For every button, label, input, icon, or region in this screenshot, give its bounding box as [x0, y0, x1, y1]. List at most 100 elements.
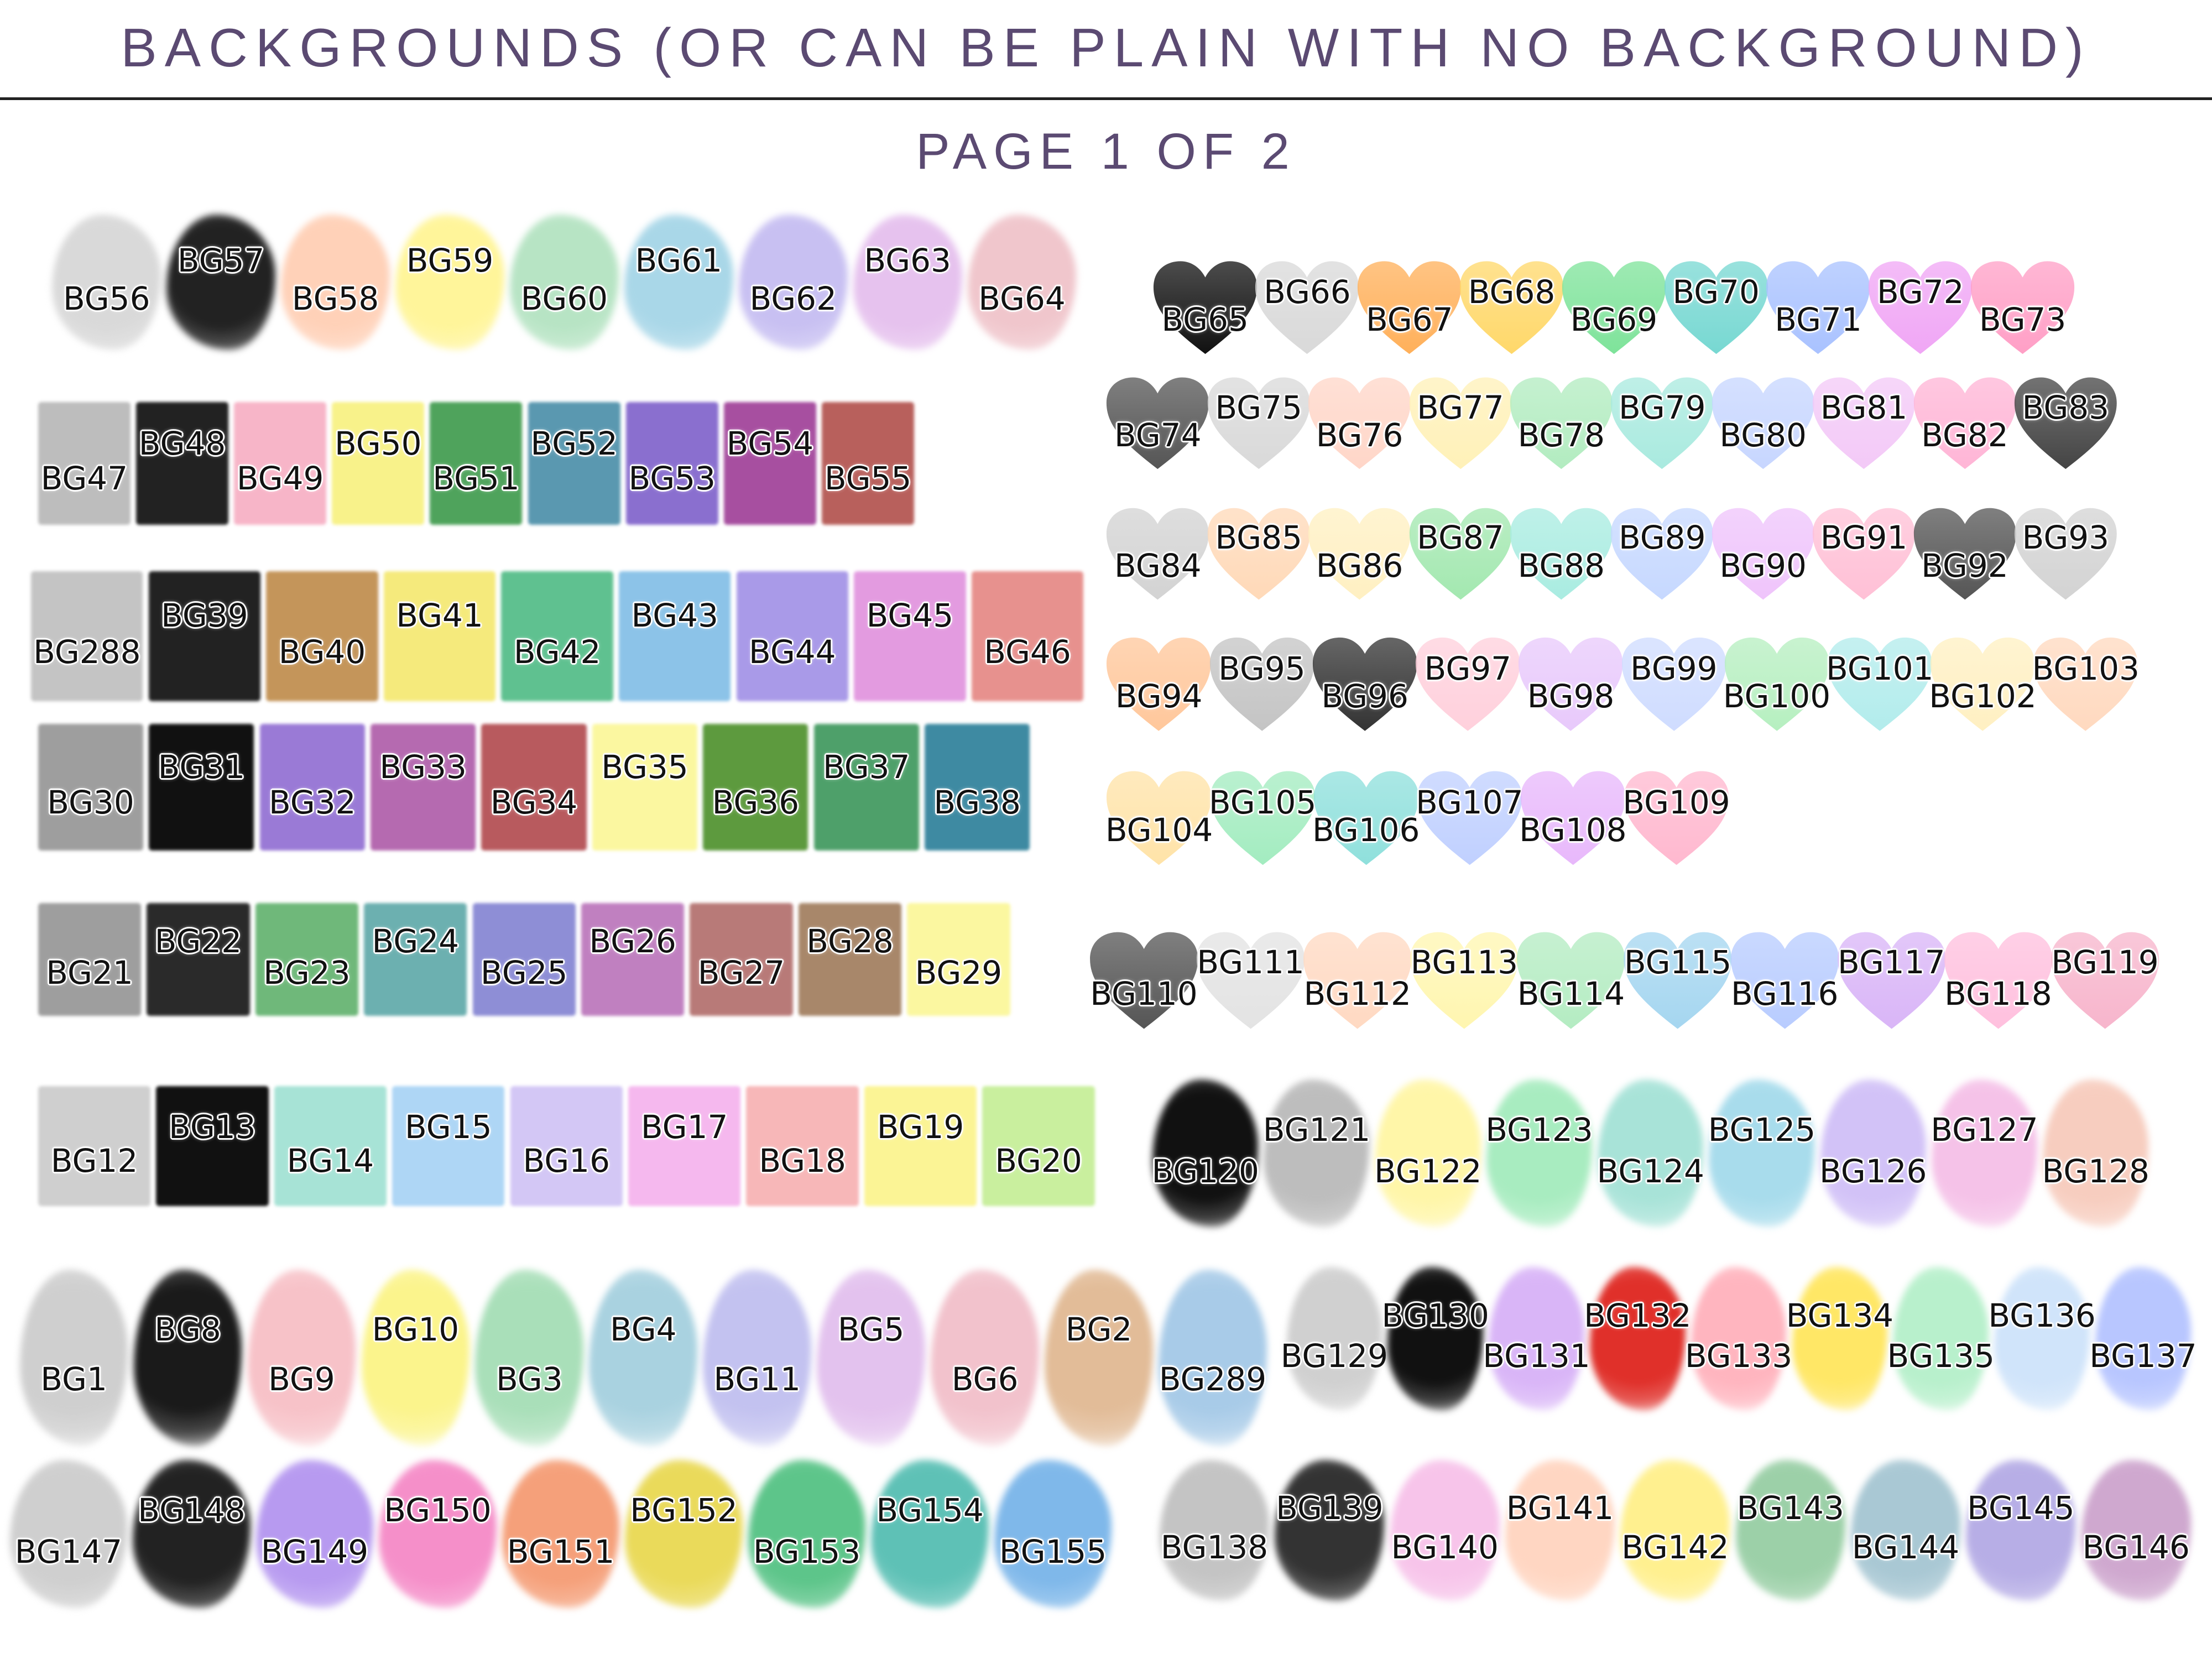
swatch-bg99: BG99	[1620, 635, 1728, 734]
square-background-swatch	[156, 1086, 269, 1207]
swatch-bg141: BG141	[1505, 1460, 1615, 1601]
swatch-label: BG151	[507, 1533, 615, 1571]
swatch-bg74: BG74	[1104, 374, 1211, 473]
swatch-label: BG67	[1365, 300, 1453, 338]
swatch-label: BG288	[33, 633, 141, 671]
heart-background-swatch	[1253, 258, 1361, 357]
swatch-bg50: BG50	[332, 402, 425, 525]
swatch-bg80: BG80	[1710, 374, 1817, 473]
swatch-label: BG48	[138, 425, 226, 463]
square-background-swatch	[259, 723, 365, 851]
swatch-label: BG117	[1838, 943, 1945, 982]
heart-background-swatch	[2031, 635, 2140, 734]
swatch-label: BG28	[806, 922, 894, 961]
swatch-label: BG71	[1775, 300, 1862, 338]
square-background-swatch	[481, 723, 587, 851]
swatch-label: BG143	[1736, 1489, 1844, 1527]
heart-background-swatch	[1969, 258, 2077, 357]
swatch-label: BG118	[1944, 975, 2052, 1013]
square-background-swatch	[148, 571, 261, 701]
swatch-bg9: BG9	[247, 1269, 356, 1446]
heart-background-swatch	[1515, 924, 1627, 1037]
square-background-swatch	[723, 402, 816, 525]
splash-background-swatch	[1893, 1266, 1989, 1411]
swatch-label: BG84	[1114, 546, 1202, 585]
square-background-swatch	[854, 571, 966, 701]
swatch-bg89: BG89	[1609, 504, 1715, 604]
splash-background-swatch	[1045, 1269, 1153, 1446]
swatch-bg1: BG1	[19, 1269, 128, 1446]
swatch-label: BG32	[268, 784, 356, 821]
splash-background-swatch	[1159, 1460, 1270, 1601]
heart-background-swatch	[1407, 504, 1514, 604]
swatch-bg153: BG153	[748, 1460, 866, 1609]
square-background-swatch	[813, 723, 919, 851]
swatch-bg87: BG87	[1407, 504, 1514, 604]
swatch-label: BG5	[837, 1311, 905, 1349]
swatch-bg69: BG69	[1560, 258, 1668, 357]
swatch-label: BG47	[40, 459, 128, 497]
splash-background-swatch	[52, 214, 161, 350]
splash-background-swatch	[255, 1460, 374, 1609]
swatch-bg112: BG112	[1301, 924, 1413, 1037]
square-background-swatch	[364, 902, 467, 1016]
heart-background-swatch	[2012, 504, 2119, 604]
swatch-bg21: BG21	[38, 902, 142, 1016]
swatch-label: BG113	[1410, 943, 1519, 982]
swatch-label: BG93	[2022, 519, 2110, 557]
swatch-bg125: BG125	[1708, 1079, 1815, 1228]
heart-background-swatch	[1208, 635, 1316, 734]
splash-background-swatch	[1159, 1269, 1267, 1446]
heart-background-swatch	[1516, 635, 1625, 734]
heart-background-swatch	[2049, 924, 2161, 1037]
swatch-bg130: BG130	[1381, 1266, 1489, 1411]
swatch-bg38: BG38	[925, 723, 1030, 851]
swatch-label: BG58	[291, 279, 379, 317]
swatch-label: BG44	[749, 633, 836, 671]
square-background-swatch	[383, 571, 496, 701]
swatch-bg43: BG43	[619, 571, 731, 701]
swatch-label: BG42	[513, 633, 601, 671]
swatch-bg73: BG73	[1969, 258, 2077, 357]
swatch-bg68: BG68	[1458, 258, 1566, 357]
swatch-bg36: BG36	[703, 723, 808, 851]
swatch-bg132: BG132	[1584, 1266, 1692, 1411]
square-background-swatch	[234, 402, 327, 525]
splash-background-swatch	[1275, 1460, 1385, 1601]
heart-background-swatch	[1407, 374, 1514, 473]
swatch-label: BG77	[1417, 388, 1504, 426]
heart-background-swatch	[1609, 504, 1715, 604]
swatch-label: BG55	[824, 459, 912, 497]
swatch-label: BG61	[635, 242, 723, 279]
swatch-label: BG129	[1280, 1337, 1389, 1375]
splash-background-swatch	[967, 214, 1077, 350]
swatch-label: BG51	[432, 459, 520, 497]
swatch-bg19: BG19	[864, 1086, 977, 1207]
swatch-label: BG124	[1597, 1152, 1704, 1190]
swatch-bg62: BG62	[738, 214, 848, 350]
splash-background-swatch	[589, 1269, 698, 1446]
swatch-label: BG3	[496, 1360, 563, 1398]
swatch-label: BG57	[177, 242, 265, 279]
heart-background-swatch	[1413, 635, 1522, 734]
square-background-swatch	[925, 723, 1030, 851]
swatch-label: BG83	[2022, 388, 2110, 426]
swatch-label: BG98	[1527, 677, 1615, 715]
splash-background-swatch	[1691, 1266, 1787, 1411]
swatch-label: BG16	[523, 1141, 610, 1180]
swatch-bg24: BG24	[364, 902, 467, 1016]
splash-background-swatch	[361, 1269, 470, 1446]
swatch-label: BG89	[1618, 519, 1706, 557]
swatch-bg54: BG54	[723, 402, 816, 525]
square-background-swatch	[628, 1086, 741, 1207]
swatch-bg108: BG108	[1519, 769, 1627, 868]
swatch-bg59: BG59	[395, 214, 504, 350]
swatch-label: BG46	[984, 633, 1071, 671]
splash-background-swatch	[1387, 1266, 1483, 1411]
swatch-label: BG80	[1719, 416, 1807, 454]
swatch-bg33: BG33	[371, 723, 476, 851]
splash-background-swatch	[247, 1269, 356, 1446]
square-background-swatch	[38, 902, 142, 1016]
swatch-bg120: BG120	[1151, 1079, 1259, 1228]
square-background-swatch	[136, 402, 228, 525]
